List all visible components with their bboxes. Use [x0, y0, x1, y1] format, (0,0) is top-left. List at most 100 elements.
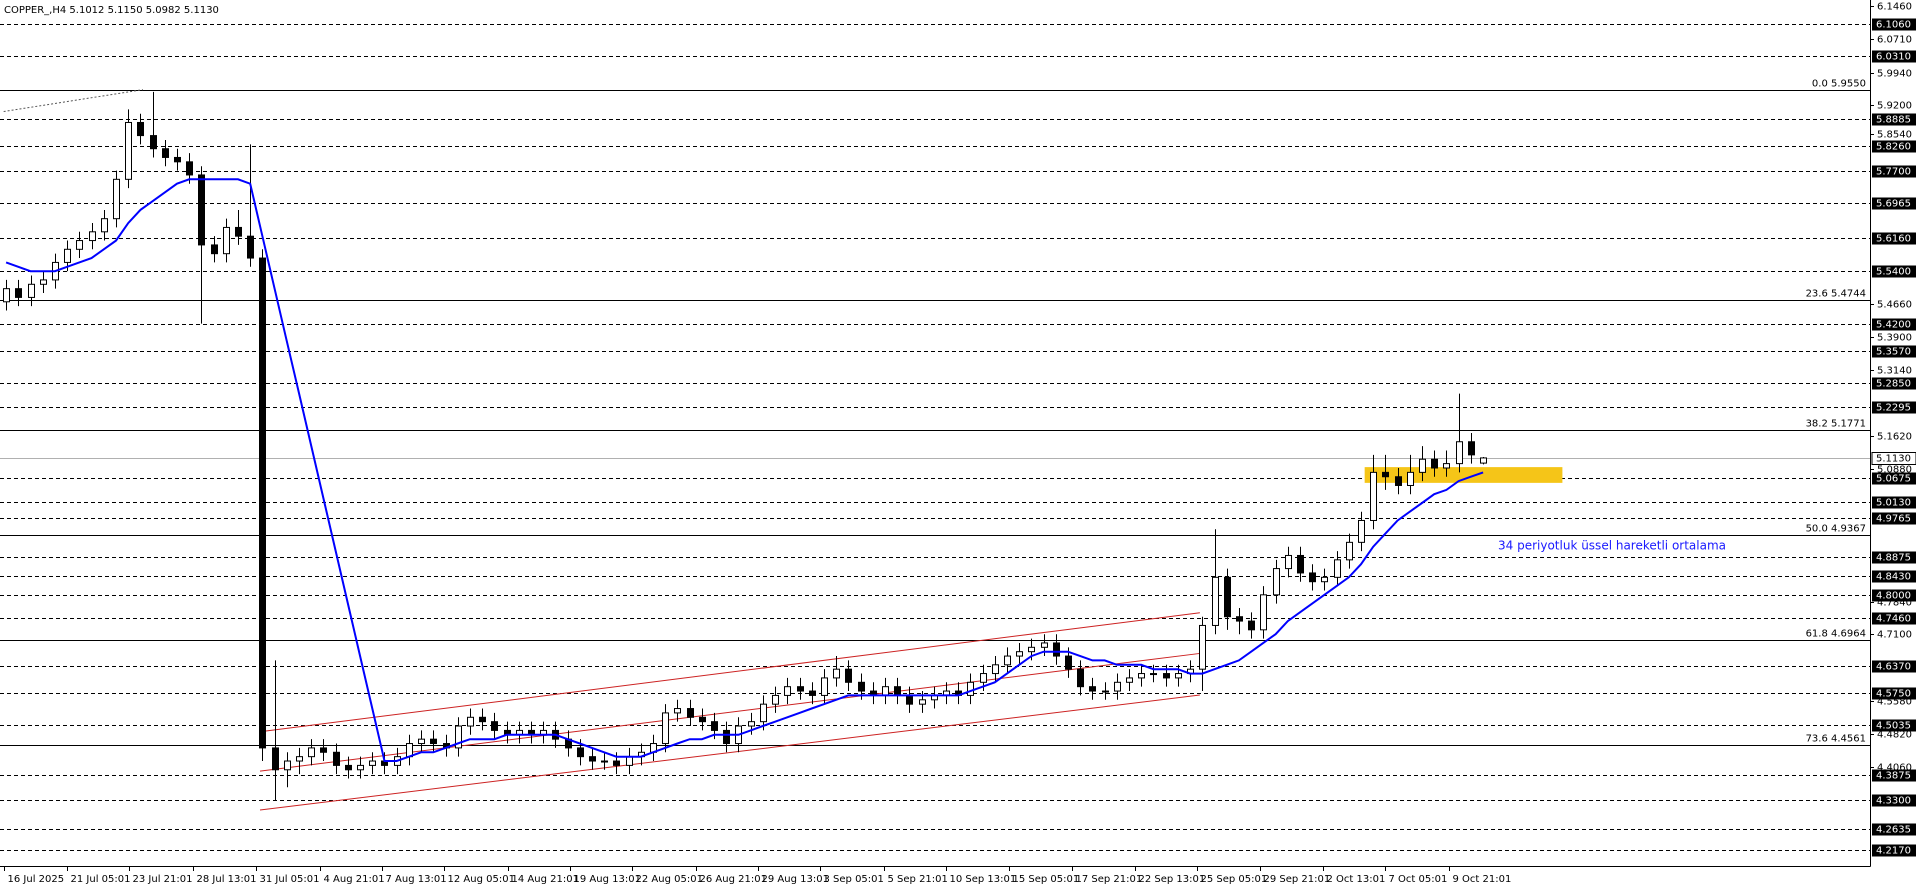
level-label: 4.8000: [1876, 591, 1911, 602]
x-tick-label: 25 Sep 05:01: [1201, 874, 1268, 885]
y-tick-label: 5.0880: [1877, 465, 1912, 476]
candle-body: [211, 244, 218, 255]
candle-body: [711, 721, 718, 731]
candle-body: [174, 156, 181, 163]
candle-body: [1419, 458, 1426, 473]
candle-body: [479, 716, 486, 723]
candle-body: [1260, 594, 1267, 631]
level-label: 4.8430: [1876, 572, 1911, 583]
x-tick-label: 29 Aug 13:01: [762, 874, 829, 885]
level-label: 4.7460: [1876, 614, 1911, 625]
x-tick-label: 5 Sep 21:01: [888, 874, 948, 885]
channel-line: [259, 612, 1200, 733]
level-label: 5.3570: [1876, 347, 1911, 358]
fib-trend-line: [3, 89, 143, 113]
level-label-box: [1872, 844, 1916, 857]
candle-body: [1309, 572, 1316, 583]
candle-body: [1370, 471, 1377, 521]
level-label: 5.6965: [1876, 199, 1911, 210]
candle-body: [1431, 458, 1438, 469]
candle-body: [980, 673, 987, 683]
candle-body: [247, 235, 254, 259]
candle-body: [1126, 677, 1133, 683]
candle-body: [369, 760, 376, 766]
x-tick-label: 3 Sep 05:01: [824, 874, 884, 885]
candle-body: [308, 747, 315, 758]
candle-body: [76, 240, 83, 250]
axis-layer: 6.1460 6.0710 5.9940 5.9200 5.8540 5.4660 5.39…: [4, 2, 1916, 885]
candle-body: [1480, 457, 1487, 464]
candle-body: [455, 725, 462, 749]
candle-body: [662, 712, 669, 745]
candle-body: [198, 174, 205, 246]
candle-body: [821, 677, 828, 696]
x-tick-label: 23 Jul 21:01: [133, 874, 193, 885]
y-tick-label: 5.9940: [1877, 69, 1912, 80]
level-label-box: [1872, 687, 1916, 700]
candle-body: [89, 231, 96, 242]
candle-body: [1248, 620, 1255, 631]
y-tick-label: 6.1460: [1877, 2, 1912, 13]
level-label: 6.1060: [1876, 20, 1911, 31]
x-tick-label: 9 Oct 21:01: [1453, 874, 1512, 885]
candle-body: [3, 288, 10, 303]
candle-body: [699, 716, 706, 723]
candle-body: [748, 721, 755, 727]
y-tick-label: 6.0710: [1877, 35, 1912, 46]
candle-body: [40, 279, 47, 285]
candle-body: [1053, 642, 1060, 657]
candle-body: [577, 747, 584, 758]
y-tick-label: 4.5580: [1877, 697, 1912, 708]
candle-body: [626, 756, 633, 766]
level-label-box: [1872, 512, 1916, 525]
candle-body: [1004, 655, 1011, 666]
candle-body: [491, 721, 498, 731]
chart-title: COPPER_,H4 5.1012 5.1150 5.0982 5.1130: [4, 5, 219, 16]
level-label: 5.5400: [1876, 267, 1911, 278]
candle-body: [1297, 554, 1304, 574]
y-tick-label: 5.3900: [1877, 333, 1912, 344]
candle-body: [1016, 651, 1023, 657]
level-label: 4.5035: [1876, 721, 1911, 732]
x-tick-label: 28 Jul 13:01: [197, 874, 257, 885]
candle-body: [1212, 576, 1219, 626]
candle-body: [186, 161, 193, 176]
candle-body: [1077, 668, 1084, 688]
x-tick-label: 16 Jul 2025: [8, 874, 65, 885]
level-label-box: [1872, 719, 1916, 732]
x-tick-label: 14 Aug 21:01: [512, 874, 579, 885]
level-label-box: [1872, 472, 1916, 485]
candle-body: [1456, 441, 1463, 465]
candle-body: [1138, 673, 1145, 679]
fib-label: 73.6 4.4561: [1806, 734, 1866, 745]
level-label-box: [1872, 140, 1916, 153]
y-tick-label: 4.4060: [1877, 763, 1912, 774]
level-label-box: [1872, 345, 1916, 358]
candle-body: [1102, 690, 1109, 693]
level-label: 5.8885: [1876, 115, 1911, 126]
candle-body: [259, 257, 266, 749]
candle-body: [28, 283, 35, 298]
x-tick-label: 7 Oct 05:01: [1389, 874, 1448, 885]
annotation: 34 periyotluk üssel hareketli ortalama: [1498, 539, 1726, 553]
candle-body: [1163, 673, 1170, 679]
candle-body: [845, 668, 852, 683]
candle-body: [589, 756, 596, 762]
candle-body: [992, 664, 999, 675]
candle-body: [1346, 541, 1353, 561]
level-label-box: [1872, 197, 1916, 210]
level-label: 5.6160: [1876, 234, 1911, 245]
level-label-box: [1872, 660, 1916, 673]
y-tick-label: 4.7840: [1877, 598, 1912, 609]
x-tick-label: 26 Aug 21:01: [700, 874, 767, 885]
candle-body: [1175, 673, 1182, 679]
candle-body: [1028, 646, 1035, 653]
candle-body: [906, 694, 913, 705]
x-tick-label: 10 Sep 13:01: [950, 874, 1017, 885]
x-tick-label: 21 Jul 05:01: [71, 874, 131, 885]
level-label-box: [1872, 823, 1916, 836]
candle-body: [894, 686, 901, 696]
level-label: 4.8875: [1876, 553, 1911, 564]
